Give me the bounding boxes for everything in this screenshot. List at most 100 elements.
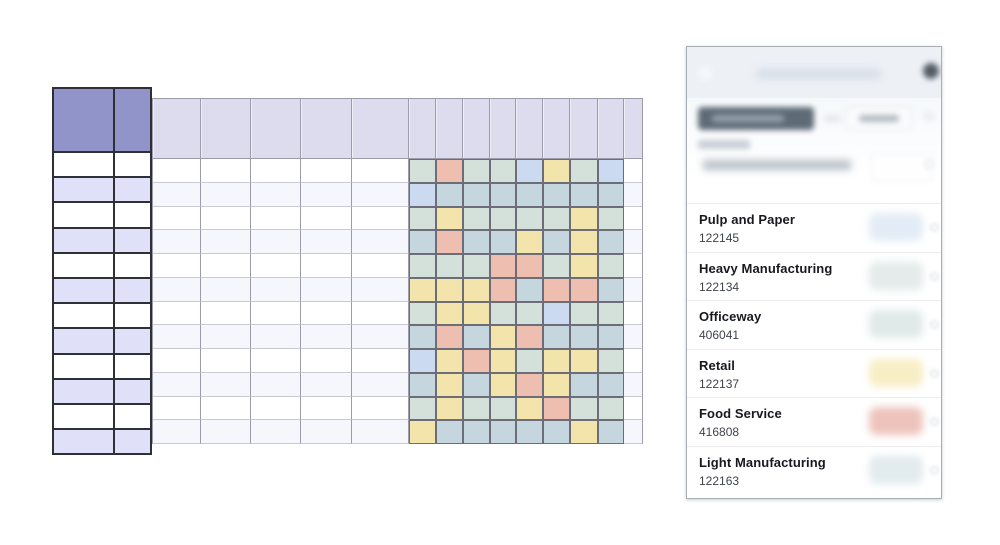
item-info-icon[interactable] — [930, 223, 939, 232]
heatmap-cell[interactable] — [543, 325, 570, 349]
grid-cell[interactable] — [301, 301, 352, 326]
frozen-cell[interactable] — [54, 354, 113, 378]
grid-cell[interactable] — [624, 182, 643, 207]
heatmap-cell[interactable] — [436, 301, 463, 326]
grid-cell[interactable] — [624, 372, 643, 397]
frozen-cell[interactable] — [54, 278, 113, 303]
heatmap-cell[interactable] — [598, 301, 624, 326]
grid-cell[interactable] — [301, 325, 352, 349]
heatmap-cell[interactable] — [490, 396, 516, 421]
grid-header-cell[interactable] — [516, 99, 543, 159]
heatmap-cell[interactable] — [490, 301, 516, 326]
grid-cell[interactable] — [301, 420, 352, 444]
grid-header-cell[interactable] — [352, 99, 409, 159]
heatmap-cell[interactable] — [570, 277, 598, 302]
heatmap-cell[interactable] — [490, 206, 516, 231]
heatmap-cell[interactable] — [436, 277, 463, 302]
heatmap-cell[interactable] — [543, 420, 570, 444]
heatmap-cell[interactable] — [409, 230, 436, 254]
frozen-cell[interactable] — [54, 253, 113, 277]
heatmap-cell[interactable] — [409, 396, 436, 421]
heatmap-cell[interactable] — [409, 254, 436, 278]
heatmap-cell[interactable] — [463, 277, 490, 302]
frozen-cell[interactable] — [115, 430, 150, 454]
heatmap-cell[interactable] — [570, 420, 598, 444]
secondary-tab-button[interactable] — [846, 107, 912, 130]
item-badge[interactable] — [869, 358, 923, 387]
grid-cell[interactable] — [624, 325, 643, 349]
primary-tab-button[interactable] — [698, 107, 814, 130]
grid-header-cell[interactable] — [409, 99, 436, 159]
heatmap-cell[interactable] — [409, 325, 436, 349]
heatmap-cell[interactable] — [516, 230, 543, 254]
heatmap-cell[interactable] — [516, 349, 543, 373]
grid-cell[interactable] — [153, 325, 201, 349]
grid-cell[interactable] — [153, 206, 201, 231]
heatmap-cell[interactable] — [409, 301, 436, 326]
heatmap-cell[interactable] — [409, 159, 436, 183]
grid-cell[interactable] — [201, 182, 251, 207]
heatmap-cell[interactable] — [598, 420, 624, 444]
grid-cell[interactable] — [201, 301, 251, 326]
heatmap-cell[interactable] — [516, 325, 543, 349]
grid-cell[interactable] — [251, 301, 301, 326]
grid-cell[interactable] — [301, 349, 352, 373]
grid-cell[interactable] — [352, 254, 409, 278]
list-item[interactable]: Heavy Manufacturing 122134 — [687, 251, 941, 301]
grid-header-cell[interactable] — [598, 99, 624, 159]
frozen-cell[interactable] — [115, 379, 150, 403]
list-item[interactable]: Officeway 406041 — [687, 300, 941, 349]
grid-cell[interactable] — [201, 230, 251, 254]
grid-cell[interactable] — [301, 230, 352, 254]
heatmap-cell[interactable] — [543, 349, 570, 373]
item-info-icon[interactable] — [930, 465, 939, 475]
overflow-icon[interactable] — [923, 112, 934, 121]
heatmap-cell[interactable] — [570, 396, 598, 421]
grid-header-cell[interactable] — [570, 99, 598, 159]
frozen-cell[interactable] — [115, 253, 150, 277]
frozen-cell[interactable] — [54, 203, 113, 227]
heatmap-cell[interactable] — [570, 325, 598, 349]
heatmap-cell[interactable] — [543, 301, 570, 326]
heatmap-cell[interactable] — [598, 372, 624, 397]
heatmap-cell[interactable] — [436, 159, 463, 183]
heatmap-cell[interactable] — [598, 277, 624, 302]
grid-cell[interactable] — [624, 159, 643, 183]
grid-cell[interactable] — [251, 277, 301, 302]
grid-header-cell[interactable] — [463, 99, 490, 159]
heatmap-cell[interactable] — [490, 230, 516, 254]
grid-cell[interactable] — [624, 277, 643, 302]
heatmap-cell[interactable] — [570, 182, 598, 207]
heatmap-cell[interactable] — [543, 372, 570, 397]
grid-cell[interactable] — [352, 230, 409, 254]
heatmap-cell[interactable] — [598, 349, 624, 373]
grid-header-cell[interactable] — [624, 99, 643, 159]
grid-cell[interactable] — [201, 396, 251, 421]
grid-cell[interactable] — [153, 182, 201, 207]
grid-cell[interactable] — [251, 230, 301, 254]
heatmap-cell[interactable] — [463, 325, 490, 349]
heatmap-cell[interactable] — [490, 349, 516, 373]
grid-cell[interactable] — [352, 325, 409, 349]
item-info-icon[interactable] — [930, 368, 939, 378]
heatmap-cell[interactable] — [543, 254, 570, 278]
grid-cell[interactable] — [201, 254, 251, 278]
heatmap-cell[interactable] — [516, 182, 543, 207]
heatmap-cell[interactable] — [543, 396, 570, 421]
grid-cell[interactable] — [301, 182, 352, 207]
heatmap-cell[interactable] — [516, 301, 543, 326]
dropdown-value-blurred[interactable] — [703, 160, 851, 170]
grid-cell[interactable] — [624, 349, 643, 373]
frozen-header-cell[interactable] — [54, 89, 113, 151]
grid-cell[interactable] — [301, 277, 352, 302]
heatmap-cell[interactable] — [490, 420, 516, 444]
grid-cell[interactable] — [153, 230, 201, 254]
item-info-icon[interactable] — [930, 417, 939, 426]
heatmap-cell[interactable] — [436, 420, 463, 444]
grid-header-cell[interactable] — [301, 99, 352, 159]
heatmap-cell[interactable] — [598, 254, 624, 278]
heatmap-cell[interactable] — [570, 159, 598, 183]
heatmap-cell[interactable] — [436, 182, 463, 207]
heatmap-cell[interactable] — [436, 206, 463, 231]
heatmap-cell[interactable] — [463, 420, 490, 444]
